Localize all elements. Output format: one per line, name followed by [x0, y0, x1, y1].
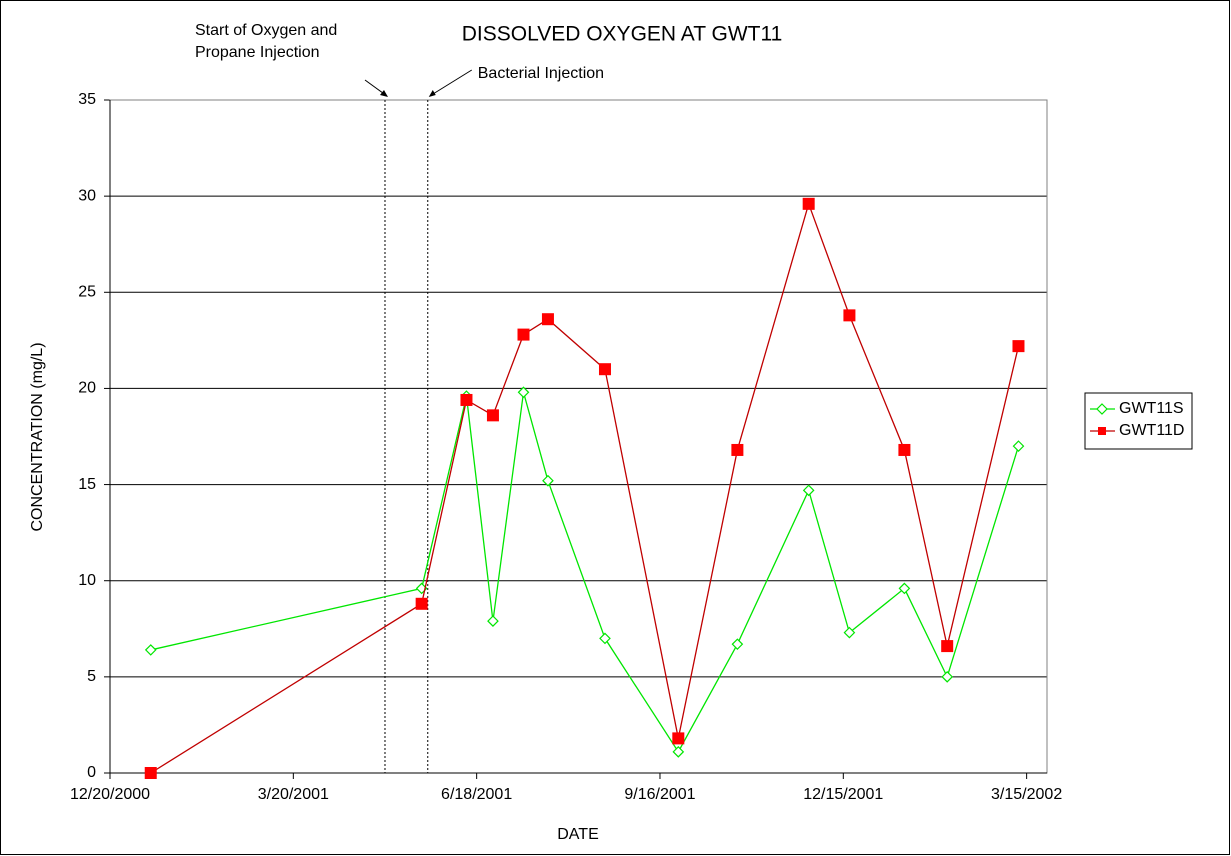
annotation-arrow	[429, 69, 473, 97]
arrow-head	[428, 90, 436, 97]
y-tick-label: 25	[78, 284, 96, 301]
arrow-head	[379, 90, 388, 97]
data-point	[941, 671, 954, 683]
data-point	[517, 328, 530, 341]
y-tick-label: 30	[78, 187, 96, 204]
legend-marker	[1098, 427, 1106, 435]
data-point	[486, 409, 499, 422]
series-line	[150, 392, 1020, 754]
legend-marker	[1096, 403, 1108, 415]
annotation-text: Start of Oxygen and	[195, 22, 337, 39]
data-point	[941, 640, 954, 653]
data-point	[898, 582, 911, 595]
data-point	[487, 615, 499, 627]
data-point	[599, 632, 611, 645]
y-tick-label: 20	[78, 380, 96, 397]
y-tick-label: 0	[87, 764, 96, 781]
data-point	[598, 363, 611, 376]
x-tick-label: 3/15/2002	[991, 786, 1062, 803]
data-point	[1012, 440, 1025, 452]
data-point	[541, 313, 554, 326]
data-point	[542, 474, 554, 487]
chart-title: DISSOLVED OXYGEN AT GWT11	[462, 23, 783, 46]
x-tick-label: 6/18/2001	[441, 786, 512, 803]
data-point	[460, 393, 473, 406]
legend-label: GWT11D	[1119, 422, 1184, 439]
data-point	[731, 443, 744, 456]
y-tick-label: 5	[87, 668, 96, 685]
data-point	[517, 386, 530, 399]
x-axis-label: DATE	[557, 826, 598, 843]
data-point	[731, 638, 744, 651]
data-point	[898, 443, 911, 456]
legend	[1084, 392, 1193, 450]
annotation-text: Bacterial Injection	[478, 65, 604, 82]
data-point	[843, 309, 856, 322]
x-tick-label: 3/20/2001	[258, 786, 329, 803]
legend-label: GWT11S	[1119, 400, 1184, 417]
data-point	[802, 484, 815, 497]
x-tick-label: 12/20/2000	[70, 786, 150, 803]
data-point	[415, 597, 428, 610]
x-tick-label: 12/15/2001	[803, 786, 883, 803]
data-point	[144, 644, 157, 656]
x-tick-label: 9/16/2001	[624, 786, 695, 803]
data-point	[672, 732, 685, 745]
data-point	[843, 626, 856, 639]
y-tick-label: 10	[78, 572, 96, 589]
annotation-text: Propane Injection	[195, 44, 320, 61]
data-point	[802, 197, 815, 210]
y-tick-label: 35	[78, 91, 96, 108]
y-tick-label: 15	[78, 476, 96, 493]
data-point	[144, 767, 157, 779]
data-point	[672, 746, 685, 758]
data-point	[1012, 340, 1025, 353]
y-axis-label: CONCENTRATION (mg/L)	[29, 342, 46, 531]
